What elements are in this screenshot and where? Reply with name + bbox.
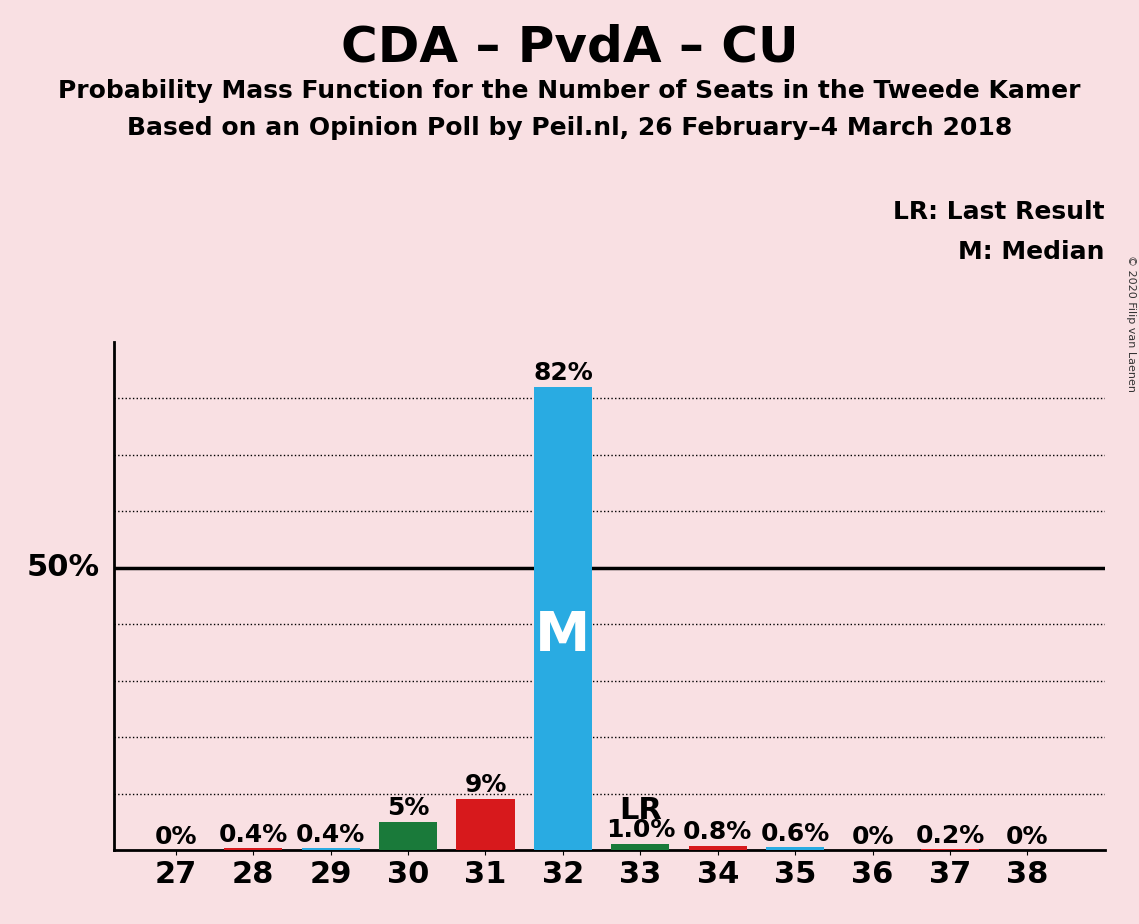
Text: 50%: 50% [27, 553, 100, 582]
Bar [689, 845, 747, 850]
Bar [767, 846, 825, 850]
Bar [534, 387, 592, 850]
Text: M: Median: M: Median [958, 240, 1105, 264]
Text: 0.4%: 0.4% [219, 822, 288, 846]
Text: Probability Mass Function for the Number of Seats in the Tweede Kamer: Probability Mass Function for the Number… [58, 79, 1081, 103]
Text: 0%: 0% [851, 825, 894, 849]
Bar [457, 799, 515, 850]
Bar [302, 848, 360, 850]
Text: 0%: 0% [155, 825, 197, 849]
Text: Based on an Opinion Poll by Peil.nl, 26 February–4 March 2018: Based on an Opinion Poll by Peil.nl, 26 … [126, 116, 1013, 140]
Text: 0.8%: 0.8% [683, 821, 753, 845]
Text: © 2020 Filip van Laenen: © 2020 Filip van Laenen [1126, 255, 1136, 392]
Text: 5%: 5% [387, 796, 429, 820]
Text: LR: LR [618, 796, 662, 824]
Text: M: M [535, 609, 590, 663]
Text: LR: Last Result: LR: Last Result [893, 200, 1105, 224]
Text: 0.6%: 0.6% [761, 821, 830, 845]
Text: 0.4%: 0.4% [296, 822, 366, 846]
Text: 0.2%: 0.2% [916, 824, 984, 848]
Text: CDA – PvdA – CU: CDA – PvdA – CU [341, 23, 798, 71]
Text: 9%: 9% [465, 773, 507, 797]
Text: 82%: 82% [533, 360, 592, 384]
Text: 0%: 0% [1006, 825, 1049, 849]
Bar [379, 821, 437, 850]
Text: 1.0%: 1.0% [606, 818, 675, 842]
Bar [921, 849, 980, 850]
Bar [224, 848, 282, 850]
Bar [612, 845, 670, 850]
